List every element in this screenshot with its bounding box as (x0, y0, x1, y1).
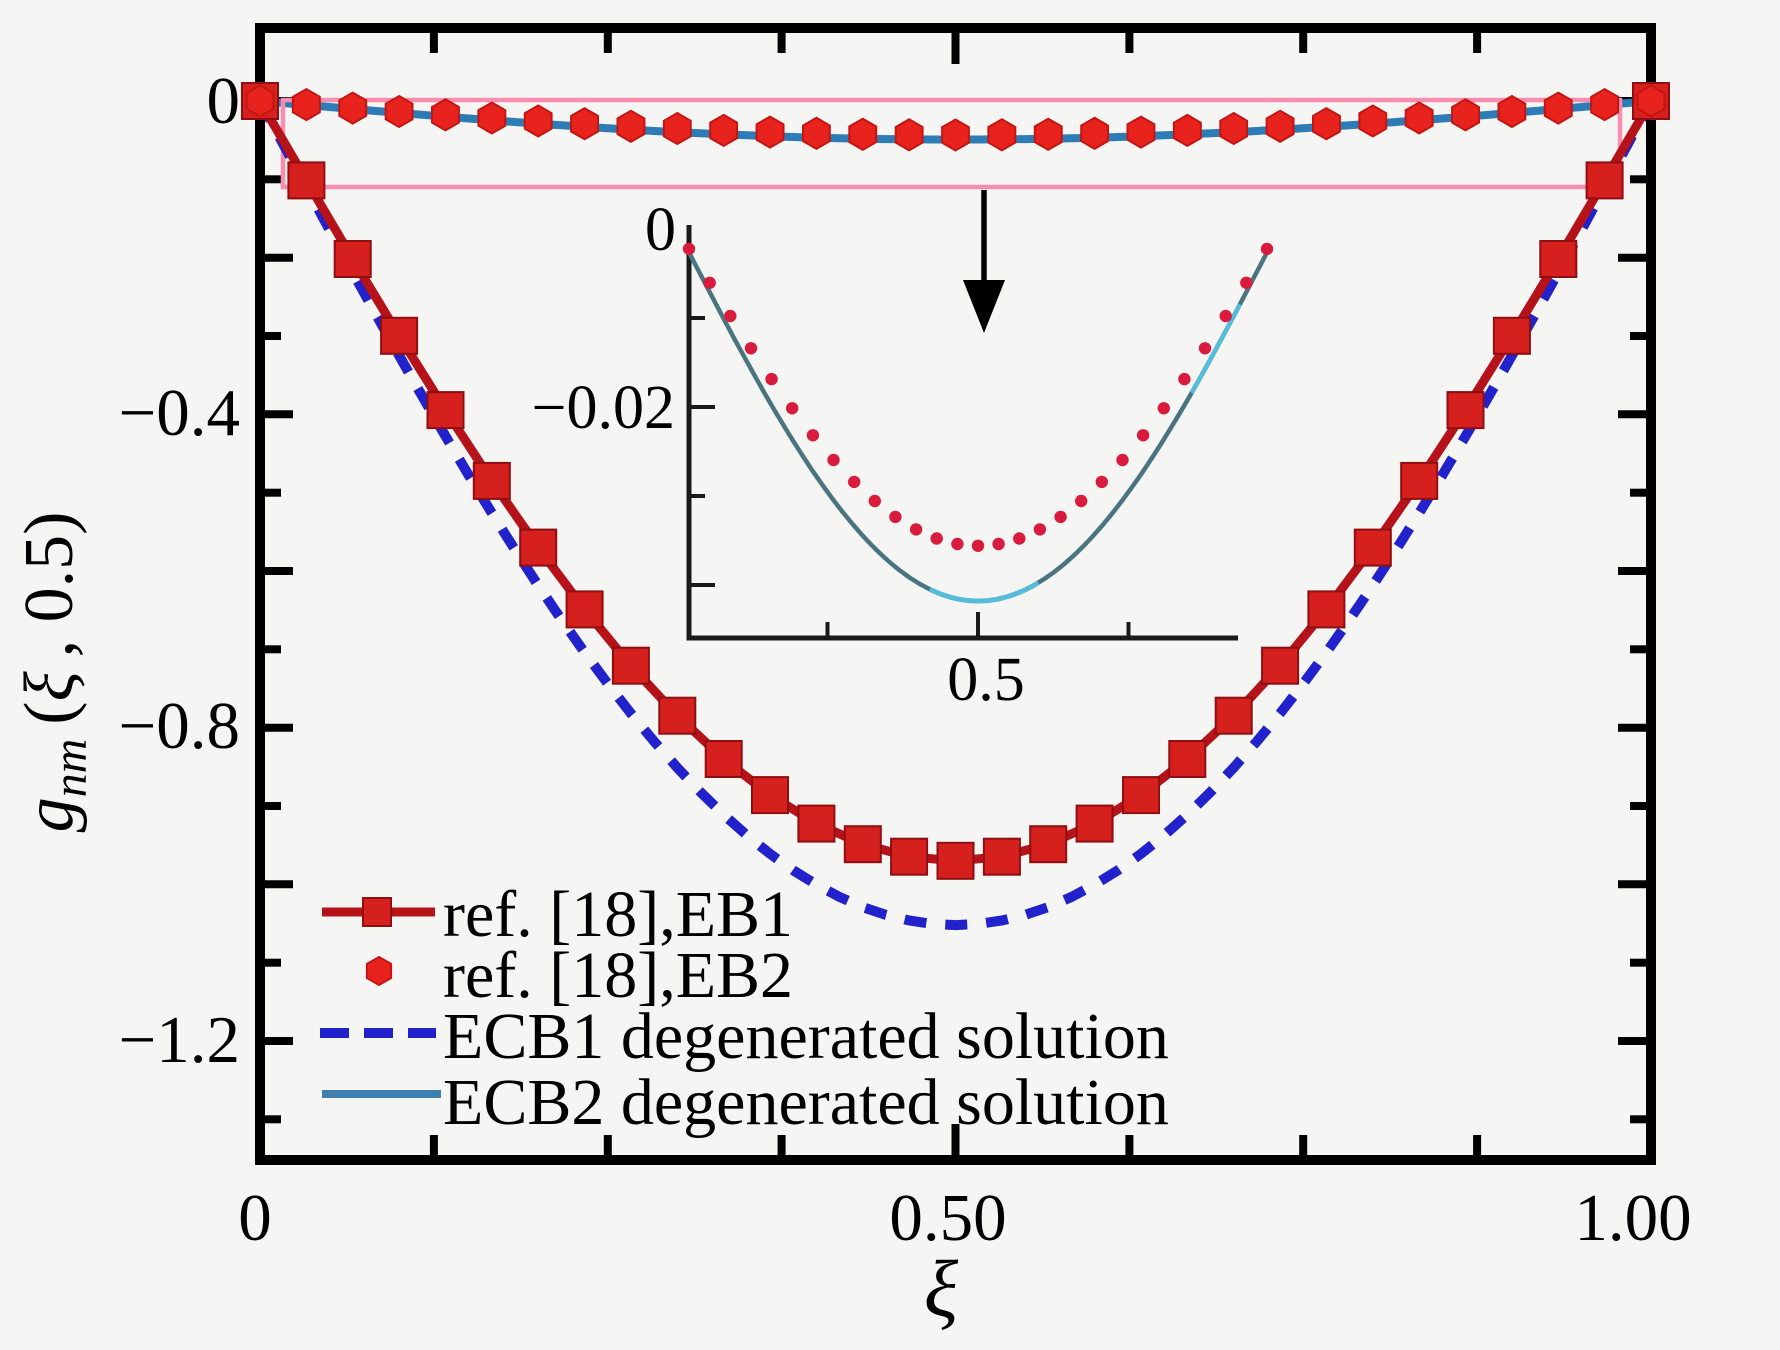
svg-text:ξ: ξ (924, 1246, 959, 1334)
svg-text:0: 0 (645, 196, 676, 264)
svg-text:1.00: 1.00 (1574, 1181, 1691, 1255)
svg-text:ECB2 degenerated solution: ECB2 degenerated solution (443, 1066, 1169, 1139)
svg-text:ref. [18],EB1: ref. [18],EB1 (443, 878, 793, 951)
svg-text:0.5: 0.5 (947, 646, 1025, 714)
svg-text:0.50: 0.50 (889, 1181, 1006, 1255)
svg-text:0: 0 (238, 1181, 272, 1255)
svg-text:−0.8: −0.8 (118, 689, 240, 763)
svg-text:−0.02: −0.02 (532, 374, 675, 442)
svg-text:ECB1 degenerated solution: ECB1 degenerated solution (443, 1000, 1169, 1073)
svg-text:−0.4: −0.4 (118, 376, 240, 450)
svg-text:ref. [18],EB2: ref. [18],EB2 (443, 939, 793, 1012)
svg-text:−1.2: −1.2 (118, 1003, 240, 1077)
svg-text:gnm (ξ , 0.5): gnm (ξ , 0.5) (11, 512, 97, 833)
svg-text:0: 0 (207, 64, 241, 138)
